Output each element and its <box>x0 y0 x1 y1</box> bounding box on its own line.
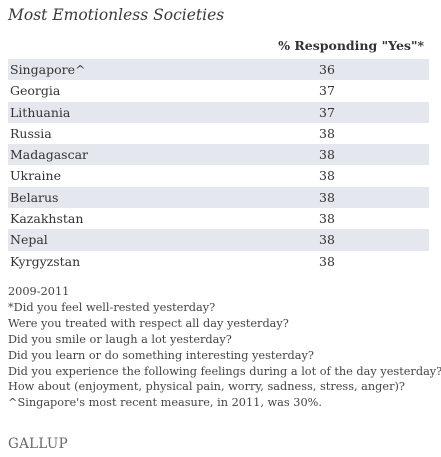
table-row: Madagascar 38 <box>8 144 429 166</box>
country-label: Russia <box>10 125 52 141</box>
footnote-question: *Did you feel well-rested yesterday? <box>8 300 216 314</box>
value-cell: 37 <box>319 83 335 99</box>
footnote-singapore: ^Singapore's most recent measure, in 201… <box>8 396 322 410</box>
country-label: Belarus <box>10 189 59 205</box>
footnote-question: Did you smile or laugh a lot yesterday? <box>8 332 232 346</box>
footnotes: 2009-2011 *Did you feel well-rested yest… <box>8 284 441 411</box>
table-row: Belarus 38 <box>8 186 429 209</box>
table-row: Lithuania 37 <box>8 101 429 123</box>
table-row: Nepal 38 <box>8 229 429 251</box>
table-row: Kyrgyzstan 38 <box>8 251 429 272</box>
country-label: Singapore^ <box>10 62 86 77</box>
value-cell: 38 <box>319 232 335 248</box>
value-cell: 37 <box>319 104 335 120</box>
value-cell: 38 <box>319 253 335 269</box>
country-label: Nepal <box>10 232 48 248</box>
value-cell: 38 <box>319 168 335 184</box>
footnote-question: Did you learn or do something interestin… <box>8 348 314 362</box>
gallup-logo: GALLUP <box>8 436 68 452</box>
country-label: Kyrgyzstan <box>10 253 81 269</box>
table-row: Russia 38 <box>8 123 429 144</box>
footnote-date-range: 2009-2011 <box>8 285 70 298</box>
value-cell: 38 <box>319 125 335 141</box>
table-row: Singapore^ 36 <box>8 59 429 81</box>
country-label: Kazakhstan <box>10 211 84 227</box>
country-label: Ukraine <box>10 168 61 184</box>
value-cell: 38 <box>319 147 335 163</box>
data-table: Singapore^ 36 Georgia 37 Lithuania 37 Russia 38… <box>8 59 429 272</box>
country-label: Lithuania <box>10 104 71 120</box>
footnote-question: Did you experience the following feeling… <box>8 364 441 378</box>
country-label: Georgia <box>10 83 61 99</box>
footnote-question: How about (enjoyment, physical pain, wor… <box>8 380 405 394</box>
footnote-question: Were you treated with respect all day ye… <box>8 316 289 330</box>
table-row: Georgia 37 <box>8 80 429 101</box>
table-row: Ukraine 38 <box>8 165 429 186</box>
value-cell: 38 <box>319 211 335 227</box>
chart-title: Most Emotionless Societies <box>8 6 225 24</box>
country-label: Madagascar <box>10 147 89 163</box>
value-cell: 36 <box>319 62 335 77</box>
table-row: Kazakhstan 38 <box>8 208 429 229</box>
value-cell: 38 <box>319 189 335 205</box>
column-header: % Responding "Yes"* <box>278 38 424 53</box>
